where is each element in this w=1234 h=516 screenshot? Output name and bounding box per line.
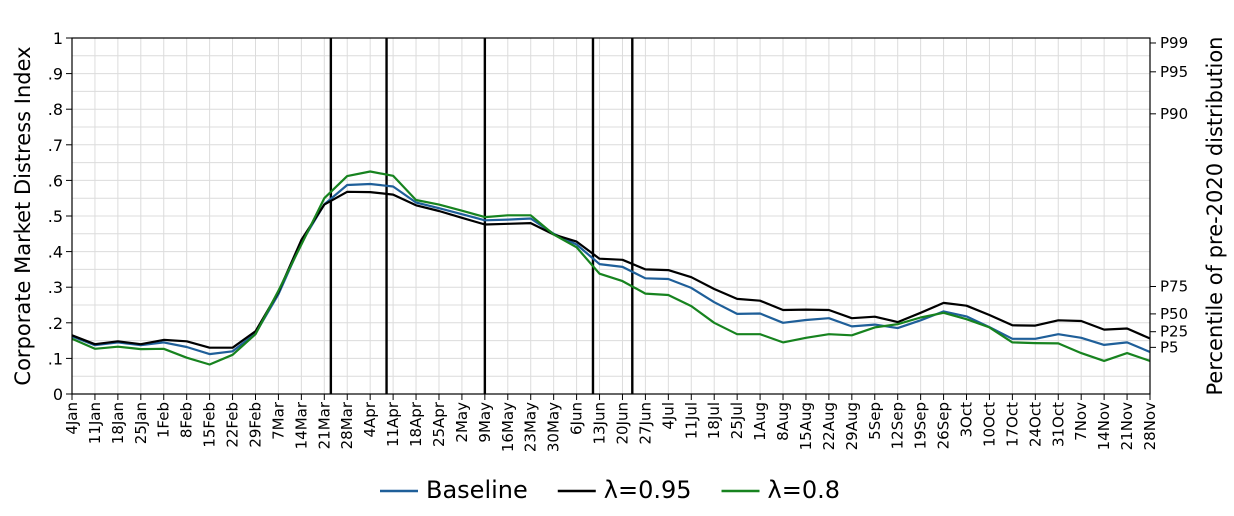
x-tick-label: 3Oct bbox=[958, 402, 976, 438]
x-tick-label: 9May bbox=[476, 402, 494, 443]
x-tick-label: 23May bbox=[522, 402, 540, 452]
y-tick-label: .9 bbox=[48, 65, 63, 84]
x-tick-label: 11Jan bbox=[86, 402, 104, 444]
y-tick-label: .5 bbox=[48, 207, 63, 226]
x-tick-label: 24Oct bbox=[1026, 402, 1044, 447]
x-tick-label: 25Apr bbox=[430, 401, 448, 447]
x-tick-label: 30May bbox=[545, 402, 563, 452]
grid bbox=[71, 37, 1151, 395]
x-tick-label: 22Feb bbox=[224, 402, 242, 448]
x-tick-label: 1Aug bbox=[751, 402, 769, 441]
x-tick-label: 21Nov bbox=[1118, 402, 1136, 450]
x-tick-label: 12Sep bbox=[889, 402, 907, 449]
series-line bbox=[71, 170, 1151, 366]
x-tick-label: 28Nov bbox=[1141, 402, 1159, 450]
series-line bbox=[71, 190, 1151, 349]
x-tick-label: 2May bbox=[453, 402, 471, 443]
x-tick-label: 11Jul bbox=[682, 402, 700, 439]
x-tick-label: 25Jan bbox=[132, 402, 150, 444]
x-tick-label: 14Mar bbox=[292, 401, 310, 449]
x-tick-label: 6Jun bbox=[568, 402, 586, 435]
percentile-tick-label: P50 bbox=[1160, 305, 1188, 323]
x-tick-label: 22Aug bbox=[820, 402, 838, 450]
x-tick-label: 17Oct bbox=[1003, 402, 1021, 447]
x-tick-label: 28Mar bbox=[338, 401, 356, 449]
x-tick-label: 15Aug bbox=[797, 402, 815, 450]
x-tick-label: 7Nov bbox=[1072, 402, 1090, 441]
percentile-axis-label: Percentile of pre-2020 distribution bbox=[1203, 37, 1227, 396]
x-tick-label: 4Jul bbox=[659, 402, 677, 430]
x-tick-label: 16May bbox=[499, 402, 517, 452]
percentile-tick-label: P75 bbox=[1160, 277, 1188, 295]
y-tick-label: 1 bbox=[53, 29, 63, 48]
x-tick-label: 11Apr bbox=[384, 401, 402, 447]
x-tick-label: 18Jul bbox=[705, 402, 723, 439]
legend-label: λ=0.8 bbox=[768, 476, 840, 504]
x-tick-label: 18Jan bbox=[109, 402, 127, 444]
x-tick-label: 19Sep bbox=[912, 402, 930, 449]
x-tick-label: 31Oct bbox=[1049, 402, 1067, 447]
x-tick-label: 20Jun bbox=[613, 402, 631, 445]
percentile-tick-label: P99 bbox=[1160, 34, 1188, 52]
x-tick-label: 5Sep bbox=[866, 402, 884, 440]
y-axis-label: Corporate Market Distress Index bbox=[11, 46, 35, 385]
x-tick-label: 14Nov bbox=[1095, 402, 1113, 450]
y-tick-label: .4 bbox=[48, 243, 63, 262]
y-tick-label: .2 bbox=[48, 314, 63, 333]
x-tick-label: 27Jun bbox=[636, 402, 654, 445]
y-axis: 0 .1 .2 .3 .4 .5 .6 .7 .8 .9 1 bbox=[48, 29, 72, 404]
series-lines bbox=[71, 170, 1151, 366]
x-tick-label: 4Apr bbox=[361, 401, 379, 437]
percentile-tick-label: P90 bbox=[1160, 105, 1188, 123]
x-tick-label: 21Mar bbox=[315, 401, 333, 449]
x-tick-label: 25Jul bbox=[728, 402, 746, 439]
x-tick-label: 29Feb bbox=[246, 402, 264, 448]
x-tick-label: 4Jan bbox=[63, 402, 81, 435]
percentile-tick-label: P95 bbox=[1160, 63, 1188, 81]
y-tick-label: .1 bbox=[48, 349, 63, 368]
x-tick-label: 8Aug bbox=[774, 402, 792, 441]
legend-label: λ=0.95 bbox=[604, 476, 692, 504]
percentile-tick-label: P25 bbox=[1160, 323, 1188, 341]
x-tick-label: 8Feb bbox=[178, 402, 196, 438]
y-tick-label: 0 bbox=[53, 385, 63, 404]
x-tick-label: 13Jun bbox=[591, 402, 609, 445]
legend: Baseline λ=0.95 λ=0.8 bbox=[380, 476, 840, 504]
x-tick-label: 29Aug bbox=[843, 402, 861, 450]
x-tick-label: 26Sep bbox=[935, 402, 953, 449]
x-tick-label: 7Mar bbox=[269, 401, 287, 440]
y-tick-label: .8 bbox=[48, 100, 63, 119]
percentile-tick-label: P5 bbox=[1160, 338, 1179, 356]
x-tick-label: 15Feb bbox=[201, 402, 219, 448]
x-tick-label: 1Feb bbox=[155, 402, 173, 438]
x-tick-label: 10Oct bbox=[980, 402, 998, 447]
y-tick-label: .3 bbox=[48, 278, 63, 297]
legend-label: Baseline bbox=[426, 476, 528, 504]
y-tick-label: .7 bbox=[48, 136, 63, 155]
x-tick-label: 18Apr bbox=[407, 401, 425, 447]
x-axis: 4Jan 11Jan 18Jan 25Jan 1Feb 8Feb 15Feb 22Feb 29F… bbox=[63, 394, 1159, 452]
y-tick-label: .6 bbox=[48, 171, 63, 190]
